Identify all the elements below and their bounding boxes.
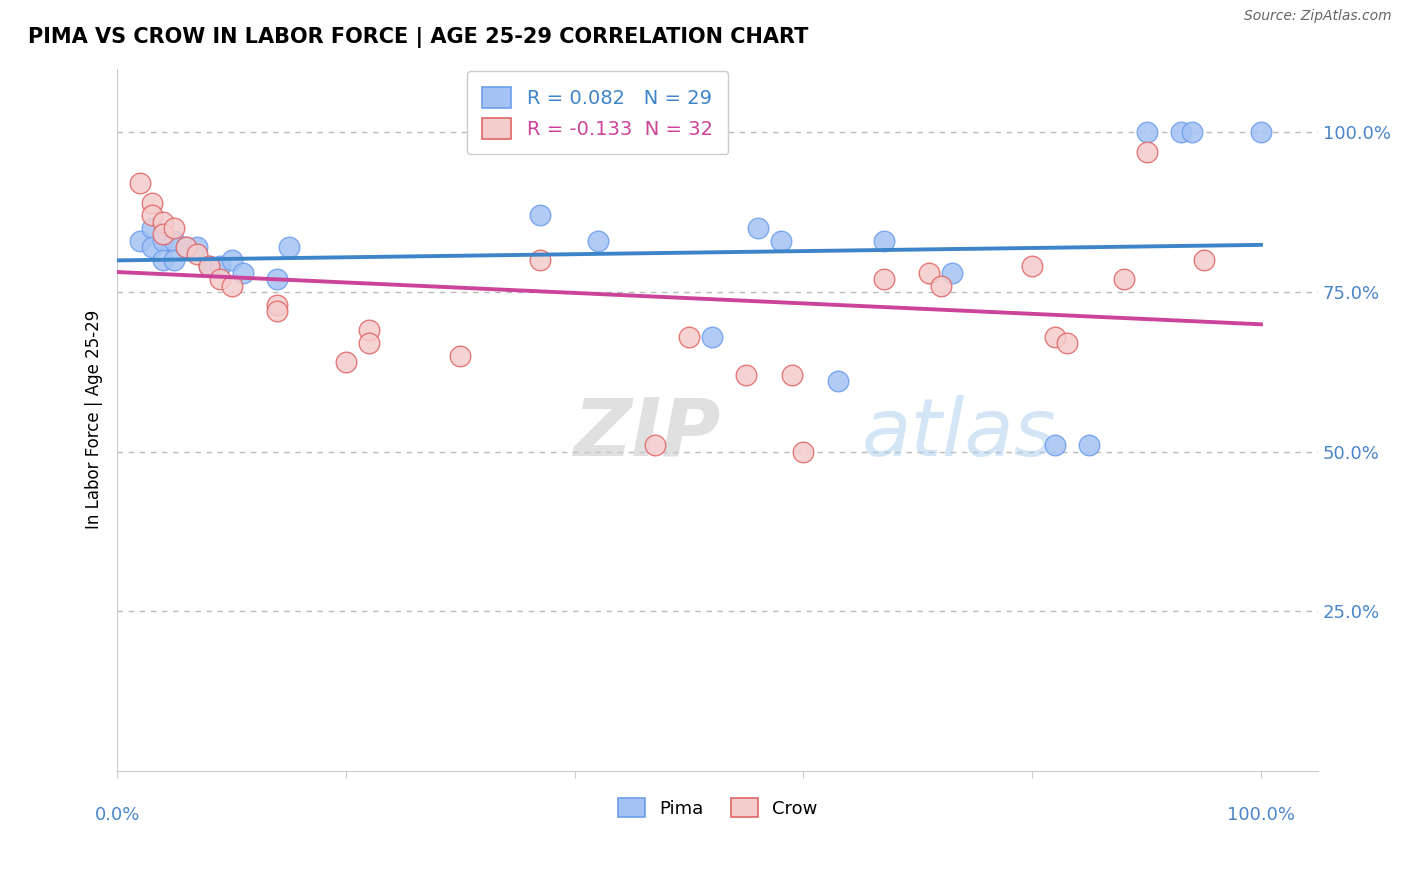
Point <box>221 278 243 293</box>
Point <box>700 329 723 343</box>
Point <box>449 349 471 363</box>
Point <box>644 438 666 452</box>
Point <box>1021 260 1043 274</box>
Text: Source: ZipAtlas.com: Source: ZipAtlas.com <box>1244 9 1392 23</box>
Point <box>197 260 219 274</box>
Point <box>129 234 152 248</box>
Text: 0.0%: 0.0% <box>94 805 139 824</box>
Text: atlas: atlas <box>862 394 1056 473</box>
Point <box>1135 125 1157 139</box>
Point <box>1078 438 1101 452</box>
Point <box>1112 272 1135 286</box>
Point <box>529 253 551 268</box>
Point <box>827 374 849 388</box>
Legend: Pima, Crow: Pima, Crow <box>610 790 825 825</box>
Point <box>141 208 163 222</box>
Point <box>232 266 254 280</box>
Point <box>163 253 186 268</box>
Point <box>1181 125 1204 139</box>
Point <box>152 253 174 268</box>
Point <box>186 240 208 254</box>
Point <box>747 221 769 235</box>
Point <box>872 272 894 286</box>
Point <box>209 260 232 274</box>
Point <box>529 208 551 222</box>
Point <box>129 177 152 191</box>
Point <box>152 215 174 229</box>
Point <box>174 240 197 254</box>
Point <box>209 272 232 286</box>
Point <box>266 298 288 312</box>
Point <box>792 444 814 458</box>
Point <box>141 221 163 235</box>
Point <box>197 260 219 274</box>
Point <box>1056 336 1078 351</box>
Point <box>152 234 174 248</box>
Point <box>266 304 288 318</box>
Point <box>163 221 186 235</box>
Point <box>1043 438 1066 452</box>
Point <box>769 234 792 248</box>
Text: ZIP: ZIP <box>574 394 721 473</box>
Point <box>152 227 174 242</box>
Point <box>277 240 299 254</box>
Point <box>1135 145 1157 159</box>
Text: 100.0%: 100.0% <box>1227 805 1295 824</box>
Point <box>357 336 380 351</box>
Point <box>266 272 288 286</box>
Text: PIMA VS CROW IN LABOR FORCE | AGE 25-29 CORRELATION CHART: PIMA VS CROW IN LABOR FORCE | AGE 25-29 … <box>28 27 808 48</box>
Point <box>586 234 609 248</box>
Point <box>929 278 952 293</box>
Point <box>141 240 163 254</box>
Point <box>1043 329 1066 343</box>
Point <box>174 240 197 254</box>
Point <box>163 234 186 248</box>
Y-axis label: In Labor Force | Age 25-29: In Labor Force | Age 25-29 <box>86 310 103 529</box>
Point <box>941 266 963 280</box>
Point <box>1250 125 1272 139</box>
Point <box>872 234 894 248</box>
Point <box>780 368 803 382</box>
Point <box>1170 125 1192 139</box>
Point <box>141 195 163 210</box>
Point <box>186 246 208 260</box>
Point <box>357 323 380 337</box>
Point <box>335 355 357 369</box>
Point <box>735 368 758 382</box>
Point <box>1192 253 1215 268</box>
Point <box>678 329 700 343</box>
Point <box>221 253 243 268</box>
Point <box>918 266 941 280</box>
